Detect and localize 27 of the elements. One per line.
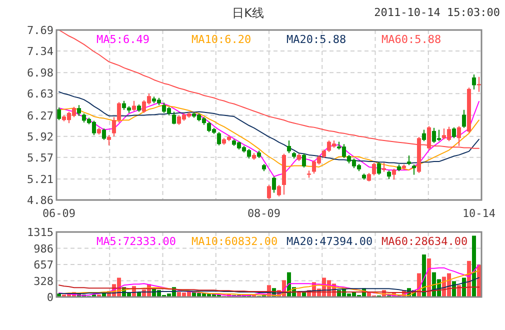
text: MA10:60832.00 (192, 235, 278, 248)
y-tick-label: 6.27 (27, 109, 54, 122)
y-tick-label: 1315 (27, 226, 54, 239)
text: MA60:28634.00 (382, 235, 468, 248)
text: MA20:47394.00 (286, 235, 373, 248)
x-tick-label: 08-09 (247, 207, 281, 220)
y-tick-label: 6.63 (27, 88, 54, 101)
y-tick-label: 5.57 (27, 151, 54, 164)
y-tick-label: 5.21 (27, 172, 54, 186)
text: MA60:5.88 (382, 33, 442, 46)
y-tick-label: 0 (46, 291, 54, 304)
y-tick-label: 657 (34, 258, 54, 272)
y-tick-label: 5.92 (27, 130, 54, 144)
y-tick-label: 7.34 (27, 45, 54, 58)
x-tick-label: 10-14 (462, 207, 496, 220)
y-tick-label: 4.86 (27, 194, 54, 207)
y-tick-label: 7.69 (27, 24, 54, 37)
text: MA5:72333.00 (96, 235, 176, 248)
y-tick-label: 328 (34, 274, 54, 288)
y-tick-label: 6.98 (27, 66, 54, 80)
y-tick-label: 986 (34, 242, 54, 256)
text: MA5:6.49 (96, 33, 150, 46)
x-tick-label: 06-09 (42, 207, 76, 220)
text: MA10:6.20 (192, 33, 252, 46)
chart-subtitle: 日K线 (232, 6, 264, 20)
text: MA20:5.88 (286, 33, 346, 46)
text: 2011-10-14 15:03:00 (374, 6, 500, 19)
